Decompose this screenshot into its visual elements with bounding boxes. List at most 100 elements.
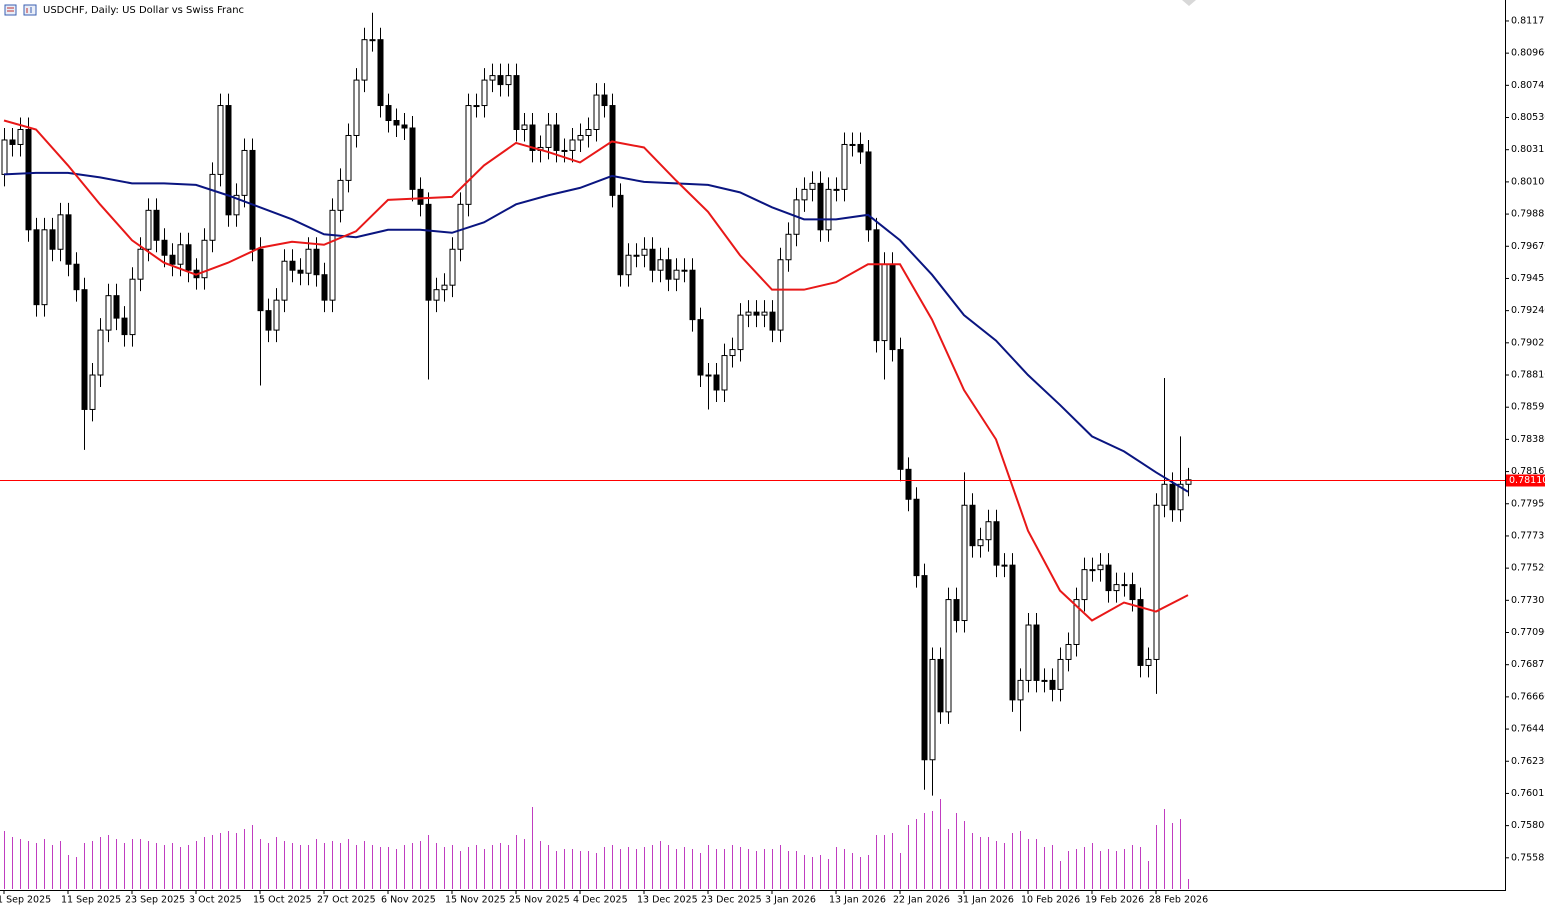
candle-body <box>457 203 464 250</box>
candle-body <box>353 79 360 136</box>
candle-body <box>633 254 640 257</box>
candle-body <box>1105 564 1112 592</box>
candle-body <box>177 244 184 265</box>
last-price-label: 0.78110 <box>1509 475 1545 486</box>
candle-body <box>577 134 584 141</box>
candle-body <box>729 349 736 357</box>
candle-body <box>737 314 744 351</box>
candle-body <box>649 248 656 271</box>
candle-body <box>921 575 928 761</box>
candle-body <box>81 289 88 410</box>
candle-body <box>913 498 920 577</box>
candle-body <box>833 188 840 191</box>
candle-body <box>1129 584 1136 601</box>
candle-body <box>465 105 472 205</box>
candle-body <box>521 124 528 130</box>
candle-body <box>441 284 448 291</box>
candle-body <box>281 260 288 301</box>
x-tick-label: 4 Dec 2025 <box>573 895 628 906</box>
x-tick-label: 13 Dec 2025 <box>637 895 698 906</box>
candle-body <box>1113 584 1120 592</box>
candle-body <box>121 317 128 336</box>
x-tick-label: 28 Feb 2026 <box>1149 895 1208 906</box>
candle-body <box>129 278 136 336</box>
candle-body <box>433 289 440 301</box>
candle-body <box>689 269 696 321</box>
y-tick-label: 0.77305 <box>1511 595 1545 606</box>
candle-body <box>713 374 720 391</box>
candle-body <box>369 39 376 42</box>
chart-title: USDCHF, Daily: US Dollar vs Swiss Franc <box>43 5 244 16</box>
candle-body <box>241 149 248 196</box>
toolbar-icons <box>4 4 37 16</box>
x-tick-label: 22 Jan 2026 <box>893 895 950 906</box>
candle-body <box>1 139 8 175</box>
candle-body <box>617 194 624 276</box>
candle-body <box>1057 658 1064 690</box>
candle-body <box>881 263 888 342</box>
x-tick-label: 15 Nov 2025 <box>445 895 506 906</box>
candle-body <box>1121 584 1128 587</box>
candle-body <box>1033 624 1040 681</box>
candle-body <box>305 248 312 274</box>
candle-body <box>417 188 424 205</box>
candle-body <box>1089 569 1096 572</box>
candle-body <box>345 134 352 181</box>
candle-body <box>49 229 56 250</box>
candle-body <box>209 173 216 241</box>
x-tick-label: 6 Nov 2025 <box>381 895 436 906</box>
candle-body <box>65 214 72 265</box>
x-tick-label: 23 Dec 2025 <box>701 895 762 906</box>
candle-body <box>905 468 912 500</box>
candle-body <box>897 349 904 470</box>
candle-body <box>1017 679 1024 701</box>
candle-body <box>337 179 344 211</box>
candle-body <box>945 599 952 713</box>
candle-body <box>401 124 408 129</box>
candle-body <box>505 75 512 86</box>
candle-body <box>233 194 240 216</box>
y-tick-label: 0.80315 <box>1511 144 1545 155</box>
candle-body <box>225 105 232 216</box>
candle-body <box>249 149 256 250</box>
candle-body <box>41 229 48 306</box>
candle-body <box>1065 643 1072 660</box>
candle-body <box>929 658 936 761</box>
candle-body <box>1177 483 1184 511</box>
candle-body <box>361 39 368 81</box>
candle-body <box>801 188 808 201</box>
candle-body <box>865 151 872 231</box>
x-tick-label: 10 Feb 2026 <box>1021 895 1080 906</box>
candle-body <box>289 260 296 271</box>
x-tick-label: 3 Jan 2026 <box>765 895 816 906</box>
candle-body <box>1161 483 1168 506</box>
x-tick-label: 3 Oct 2025 <box>189 895 242 906</box>
candle-body <box>809 182 816 190</box>
y-tick-label: 0.78595 <box>1511 402 1545 413</box>
candle-body <box>313 248 320 276</box>
candle-body <box>105 295 112 331</box>
y-tick-label: 0.76015 <box>1511 788 1545 799</box>
candle-body <box>849 143 856 146</box>
candle-body <box>937 658 944 713</box>
icon <box>23 4 37 16</box>
candle-body <box>497 75 504 86</box>
candle-body <box>681 269 688 272</box>
candle-body <box>665 259 672 280</box>
candle-body <box>753 311 760 316</box>
candle-body <box>817 182 824 231</box>
candle-body <box>593 94 600 130</box>
x-tick-label: 31 Jan 2026 <box>957 895 1014 906</box>
candle-body <box>33 229 40 306</box>
candle-body <box>161 239 168 256</box>
candle-body <box>513 75 520 130</box>
y-tick-label: 0.78165 <box>1511 466 1545 477</box>
candle-body <box>1009 564 1016 701</box>
candle-body <box>745 311 752 316</box>
